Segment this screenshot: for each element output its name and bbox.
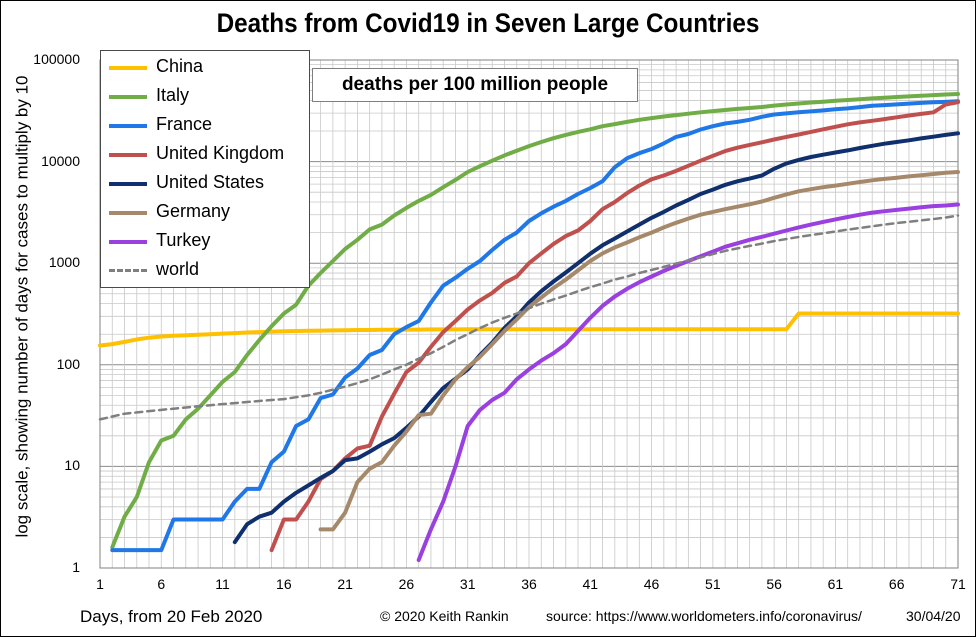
x-tick-label: 21 xyxy=(337,576,353,592)
legend-item: China xyxy=(101,53,309,81)
source-text: source: https://www.worldometers.info/co… xyxy=(546,608,862,624)
legend-swatch xyxy=(109,124,147,128)
series-line-france xyxy=(110,99,960,553)
series-line-china xyxy=(98,311,960,348)
y-tick-label: 10 xyxy=(64,457,80,474)
legend-item: Turkey xyxy=(101,227,309,255)
x-tick-label: 66 xyxy=(888,576,905,592)
x-tick-label: 26 xyxy=(398,576,415,592)
y-tick-label: 1000 xyxy=(48,254,80,271)
legend-label: Italy xyxy=(156,85,190,105)
x-tick-label: 51 xyxy=(705,576,721,592)
legend-label: United States xyxy=(156,172,265,192)
legend-swatch xyxy=(109,211,147,215)
x-tick-label: 36 xyxy=(521,576,537,592)
legend-item: Italy xyxy=(101,82,309,110)
legend-label: China xyxy=(156,56,204,76)
series-line-united-kingdom xyxy=(269,100,960,553)
legend: China Italy France United Kingdom United Sta… xyxy=(100,50,310,288)
legend-item: United States xyxy=(101,169,309,197)
date-text: 30/04/20 xyxy=(906,608,961,624)
x-axis-label: Days, from 20 Feb 2020 xyxy=(80,607,263,626)
copyright-text: © 2020 Keith Rankin xyxy=(380,608,509,624)
chart-title: Deaths from Covid19 in Seven Large Count… xyxy=(216,8,760,38)
y-tick-label: 10000 xyxy=(41,152,80,169)
legend-item: United Kingdom xyxy=(101,140,309,168)
legend-label: United Kingdom xyxy=(156,143,285,163)
legend-item: world xyxy=(101,256,309,284)
y-tick-label: 100000 xyxy=(33,51,80,67)
legend-label: Germany xyxy=(156,201,231,221)
x-tick-label: 11 xyxy=(215,576,230,592)
legend-swatch xyxy=(109,95,147,99)
legend-label: Turkey xyxy=(156,230,211,250)
x-tick-label: 31 xyxy=(459,576,476,592)
series-lines xyxy=(98,92,960,562)
series-line-world xyxy=(98,214,960,421)
series-line-italy xyxy=(110,92,960,550)
legend-swatch xyxy=(109,153,147,157)
x-tick-label: 1 xyxy=(96,576,104,592)
legend-item: Germany xyxy=(101,198,309,226)
x-tick-label: 56 xyxy=(766,576,782,592)
x-tick-label: 16 xyxy=(276,576,292,592)
series-line-united-states xyxy=(232,131,960,545)
y-tick-label: 100 xyxy=(56,355,80,372)
legend-swatch xyxy=(109,66,147,70)
x-tick-label: 71 xyxy=(950,576,966,592)
legend-label: France xyxy=(156,114,213,134)
x-tick-label: 61 xyxy=(827,576,844,592)
legend-item: France xyxy=(101,111,309,139)
x-tick-label: 41 xyxy=(582,576,599,592)
legend-swatch xyxy=(109,240,147,244)
legend-swatch xyxy=(109,182,147,186)
y-tick-label: 1 xyxy=(72,559,80,575)
chart-subtitle: deaths per 100 million people xyxy=(312,68,638,102)
x-tick-label: 6 xyxy=(157,576,166,592)
series-line-germany xyxy=(318,170,960,532)
x-tick-label: 46 xyxy=(643,576,660,592)
legend-swatch xyxy=(109,269,147,272)
legend-label: world xyxy=(156,259,200,279)
